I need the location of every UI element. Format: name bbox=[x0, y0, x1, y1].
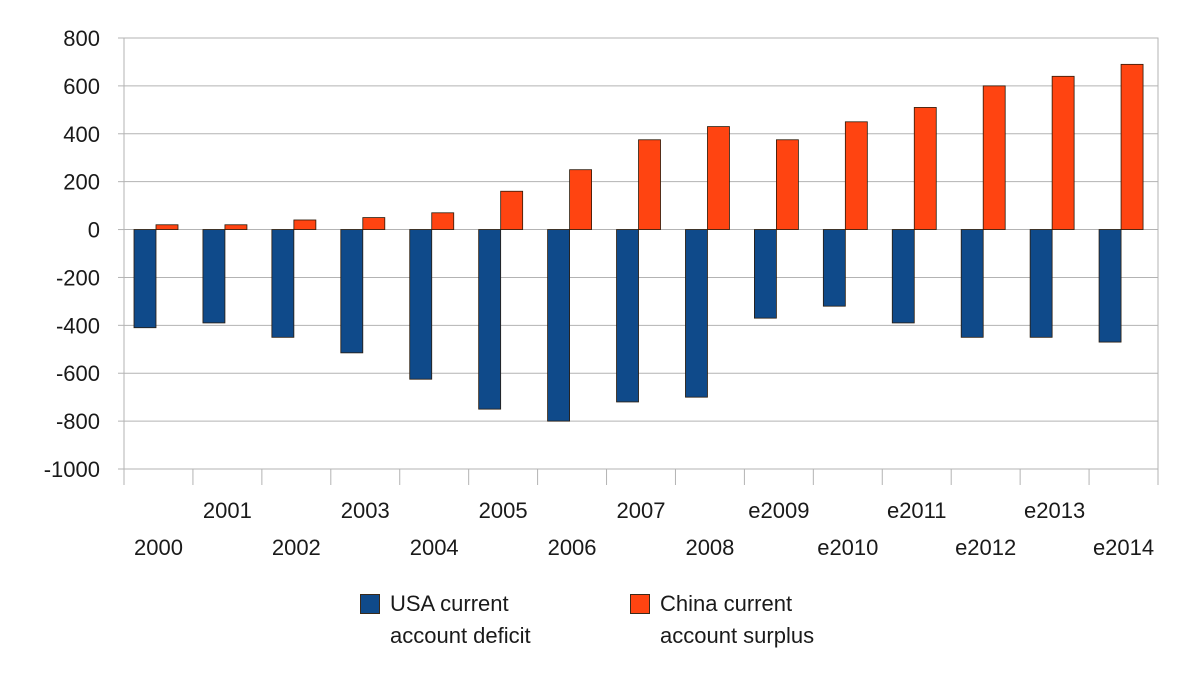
bar-china bbox=[293, 219, 317, 230]
x-tick-label: e2013 bbox=[1024, 498, 1085, 523]
x-tick-label: 2000 bbox=[134, 535, 183, 560]
x-tick-label: 2004 bbox=[410, 535, 459, 560]
bar-china bbox=[707, 126, 730, 230]
bar-china bbox=[1051, 75, 1075, 230]
y-tick-label: -600 bbox=[56, 361, 100, 386]
x-tick-label: 2001 bbox=[203, 498, 252, 523]
bar-china bbox=[638, 139, 661, 230]
bar-china bbox=[776, 139, 799, 230]
bar-china bbox=[155, 224, 179, 230]
legend-item-china: China current account surplus bbox=[630, 588, 860, 652]
bar-china bbox=[569, 169, 592, 230]
x-tick-label: e2011 bbox=[887, 498, 947, 523]
y-tick-label: 0 bbox=[88, 218, 100, 243]
bar-usa bbox=[202, 229, 226, 324]
legend-label-china: China current account surplus bbox=[660, 591, 815, 648]
bar-usa bbox=[340, 229, 364, 354]
legend-label-usa: USA current account deficit bbox=[390, 591, 531, 648]
x-tick-label: e2009 bbox=[748, 498, 809, 523]
legend-item-usa: USA current account deficit bbox=[360, 588, 590, 652]
legend: USA current account deficit China curren… bbox=[360, 588, 860, 652]
legend-swatch-usa bbox=[360, 594, 380, 614]
bar-china bbox=[224, 224, 248, 230]
x-tick-label: e2010 bbox=[817, 535, 878, 560]
bar-usa bbox=[616, 229, 639, 403]
y-tick-label: 400 bbox=[63, 122, 100, 147]
x-tick-label: 2003 bbox=[341, 498, 390, 523]
x-tick-label: 2006 bbox=[548, 535, 597, 560]
y-tick-label: 800 bbox=[63, 26, 100, 51]
bar-china bbox=[500, 190, 524, 230]
bar-usa bbox=[409, 229, 433, 380]
bar-china bbox=[844, 121, 868, 230]
bar-usa bbox=[685, 229, 708, 398]
x-tick-label: 2007 bbox=[617, 498, 666, 523]
bar-china bbox=[431, 212, 455, 230]
x-tick-label: 2002 bbox=[272, 535, 321, 560]
bar-usa bbox=[960, 229, 984, 338]
y-tick-label: -200 bbox=[56, 265, 100, 290]
x-tick-label: e2014 bbox=[1093, 535, 1154, 560]
y-tick-label: -800 bbox=[56, 409, 100, 434]
bar-china bbox=[362, 217, 386, 230]
bar-usa bbox=[547, 229, 570, 422]
bar-usa bbox=[133, 229, 157, 329]
x-tick-label: e2012 bbox=[955, 535, 1016, 560]
bar-usa bbox=[754, 229, 777, 319]
y-tick-label: 600 bbox=[63, 74, 100, 99]
chart: 8006004002000-200-400-600-800-1000200020… bbox=[44, 26, 1159, 560]
bar-usa bbox=[1029, 229, 1053, 338]
x-tick-label: 2005 bbox=[479, 498, 528, 523]
bar-china bbox=[913, 107, 937, 230]
legend-swatch-china bbox=[630, 594, 650, 614]
bar-usa bbox=[891, 229, 915, 324]
bar-china bbox=[982, 85, 1006, 230]
y-tick-label: -1000 bbox=[44, 457, 100, 482]
bar-china bbox=[1120, 63, 1144, 230]
y-tick-label: 200 bbox=[63, 170, 100, 195]
bar-usa bbox=[478, 229, 502, 410]
bar-usa bbox=[822, 229, 846, 307]
y-tick-label: -400 bbox=[56, 313, 100, 338]
plot-border bbox=[123, 37, 1159, 470]
bar-usa bbox=[271, 229, 295, 338]
bar-usa bbox=[1098, 229, 1122, 343]
x-tick-label: 2008 bbox=[685, 535, 734, 560]
